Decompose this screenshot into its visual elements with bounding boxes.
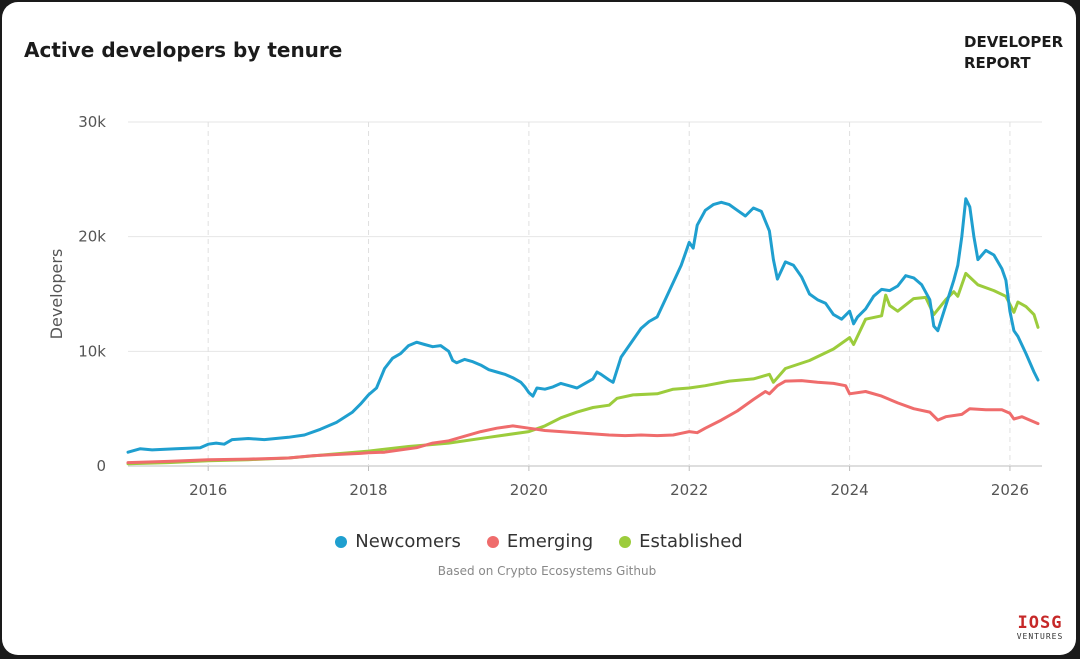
line-chart: 0 10k 20k 30k 2016 2018 2020 2022 2024 2026 Develo…: [47, 113, 1042, 499]
y-tick-label: 0: [96, 457, 106, 475]
brand-label: DEVELOPER REPORT: [964, 32, 1064, 74]
chart-legend: Newcomers Emerging Established: [2, 531, 1076, 552]
logo-sub-text: VENTURES: [1016, 632, 1064, 641]
legend-dot-icon: [335, 535, 348, 548]
legend-item-emerging[interactable]: Emerging: [486, 531, 594, 552]
series-line-established: [126, 271, 1040, 466]
legend-item-established[interactable]: Established: [619, 531, 743, 552]
chart-title: Active developers by tenure: [24, 38, 343, 62]
x-tick-label: 2018: [349, 481, 387, 499]
y-tick-label: 30k: [78, 113, 106, 131]
legend-label: Emerging: [506, 531, 594, 552]
x-tick-label: 2024: [830, 481, 868, 499]
x-tick-label: 2020: [510, 481, 548, 499]
logo-main-text: IOSG: [1017, 613, 1063, 633]
legend-label: Newcomers: [355, 531, 461, 552]
legend-dot-icon: [486, 535, 499, 548]
legend-dot-icon: [619, 535, 632, 548]
legend-item-newcomers[interactable]: Newcomers: [335, 531, 461, 552]
legend-label: Established: [639, 531, 743, 552]
iosg-logo: IOSG VENTURES: [1010, 614, 1070, 642]
source-note: Based on Crypto Ecosystems Github: [437, 564, 657, 578]
y-axis-label: Developers: [47, 249, 66, 340]
brand-line-1: DEVELOPER: [964, 33, 1064, 51]
series-line-newcomers: [126, 197, 1040, 454]
y-tick-label: 10k: [78, 342, 106, 360]
x-tick-label: 2016: [189, 481, 227, 499]
series-line-emerging: [126, 379, 1040, 465]
x-tick-label: 2022: [670, 481, 708, 499]
x-tick-label: 2026: [991, 481, 1029, 499]
y-tick-label: 20k: [78, 228, 106, 246]
brand-line-2: REPORT: [964, 54, 1031, 72]
